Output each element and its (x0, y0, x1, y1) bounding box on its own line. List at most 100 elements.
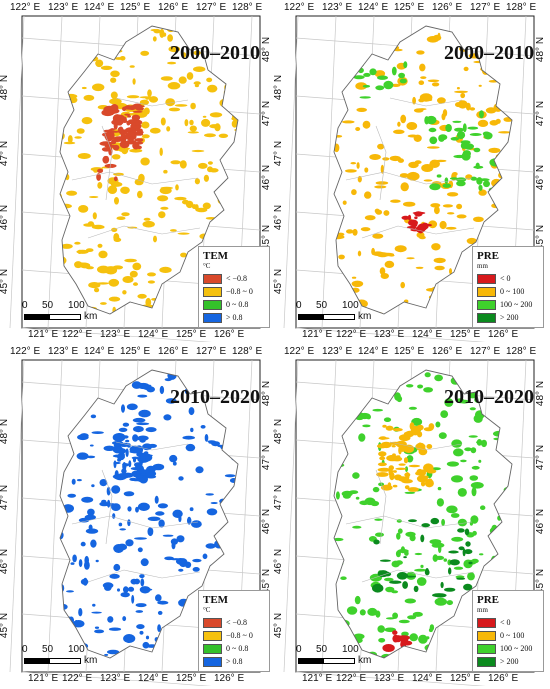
raster-patch (377, 75, 388, 80)
raster-patch (167, 82, 181, 90)
scale-bar-tick-label: 100 (68, 300, 85, 311)
longitude-tick-label-top: 128° E (506, 2, 537, 13)
raster-patch (88, 282, 101, 289)
longitude-tick-label-top: 128° E (232, 346, 263, 357)
raster-patch (142, 134, 150, 139)
raster-patch (435, 421, 441, 428)
raster-patch (390, 199, 401, 203)
raster-patch (392, 612, 398, 619)
raster-patch (367, 607, 378, 616)
raster-patch (136, 436, 147, 441)
longitude-tick-label-bottom: 123° E (374, 329, 405, 340)
map-svg (283, 15, 535, 342)
raster-patch (438, 545, 442, 553)
raster-patch (107, 185, 118, 194)
longitude-tick-label-top: 127° E (196, 346, 227, 357)
raster-patch (382, 424, 387, 428)
longitude-tick-label-top: 126° E (158, 346, 189, 357)
longitude-tick-label-top: 122° E (10, 346, 41, 357)
raster-patch (457, 528, 465, 533)
longitude-tick-label-top: 125° E (394, 2, 425, 13)
map-panel-tem-2000-2010: 122° E 123° E 124° E 125° E 126° E 127° E 128°… (0, 2, 272, 342)
raster-patch (420, 481, 426, 487)
raster-patch (160, 117, 166, 126)
parallel-line (295, 671, 486, 686)
raster-patch (198, 162, 208, 169)
raster-patch (182, 52, 187, 58)
raster-patch (76, 249, 89, 254)
raster-patch (434, 593, 447, 598)
raster-patch (408, 464, 421, 468)
raster-patch (468, 435, 478, 438)
raster-patch (77, 479, 82, 482)
raster-patch (403, 457, 409, 464)
raster-patch (77, 153, 91, 159)
raster-patch (449, 559, 460, 566)
raster-patch (458, 546, 465, 551)
raster-patch (95, 559, 99, 563)
raster-patch (114, 119, 128, 123)
latitude-tick-label-right: 47° N (535, 444, 547, 471)
raster-patch (125, 539, 134, 547)
period-title: 2000–2010 (170, 42, 260, 64)
raster-patch (403, 201, 416, 207)
raster-patch (194, 84, 199, 88)
raster-patch (201, 118, 211, 127)
raster-patch (79, 433, 89, 439)
raster-patch (117, 543, 128, 551)
raster-patch (344, 169, 357, 173)
map-panel-tem-2010-2020: 122° E 123° E 124° E 125° E 126° E 127° E 128°… (0, 346, 272, 686)
raster-patch (121, 212, 130, 217)
raster-patch (418, 442, 422, 447)
raster-patch (194, 178, 200, 185)
raster-patch (184, 119, 189, 127)
raster-patch (89, 196, 99, 198)
raster-patch (163, 414, 172, 421)
meridian-line (283, 15, 299, 329)
raster-patch (423, 179, 433, 182)
latitude-tick-label-right: 47° N (535, 100, 547, 127)
raster-patch (150, 29, 159, 32)
raster-patch (446, 600, 453, 606)
longitude-tick-label-top: 125° E (394, 346, 425, 357)
raster-patch (470, 482, 484, 489)
raster-patch (446, 461, 459, 467)
raster-patch (454, 127, 465, 132)
scale-bar-segment-white (323, 658, 355, 664)
raster-patch (128, 460, 132, 468)
raster-patch (391, 445, 396, 448)
raster-patch (356, 107, 367, 112)
raster-patch (157, 610, 163, 615)
legend-swatch (203, 617, 222, 628)
raster-patch (170, 160, 181, 165)
longitude-tick-label-top: 126° E (432, 346, 463, 357)
longitude-tick-label-bottom: 123° E (100, 329, 131, 340)
raster-patch (375, 85, 385, 91)
raster-patch (154, 495, 159, 504)
raster-patch (81, 496, 94, 503)
raster-patch (456, 203, 463, 210)
raster-patch (377, 143, 385, 150)
raster-patch (469, 133, 482, 136)
raster-patch (108, 130, 121, 133)
raster-patch (66, 590, 74, 593)
raster-patch (159, 385, 165, 395)
raster-patch (442, 204, 453, 208)
raster-patch (204, 133, 216, 138)
longitude-tick-label-top: 127° E (470, 2, 501, 13)
raster-patch (117, 122, 122, 126)
raster-patch (147, 272, 156, 277)
raster-patch (205, 543, 216, 549)
raster-patch (131, 142, 142, 145)
raster-patch (114, 197, 119, 205)
period-title: 2010–2020 (444, 386, 534, 408)
latitude-tick-label-left: 48° N (0, 418, 11, 445)
raster-patch (354, 595, 361, 605)
raster-patch (473, 147, 481, 153)
raster-patch (417, 384, 424, 389)
scale-bar-unit: km (358, 655, 372, 666)
raster-patch (186, 72, 194, 80)
legend-item: −0.8 ~ 0 (203, 629, 265, 642)
raster-patch (171, 541, 176, 550)
raster-patch (397, 476, 408, 482)
